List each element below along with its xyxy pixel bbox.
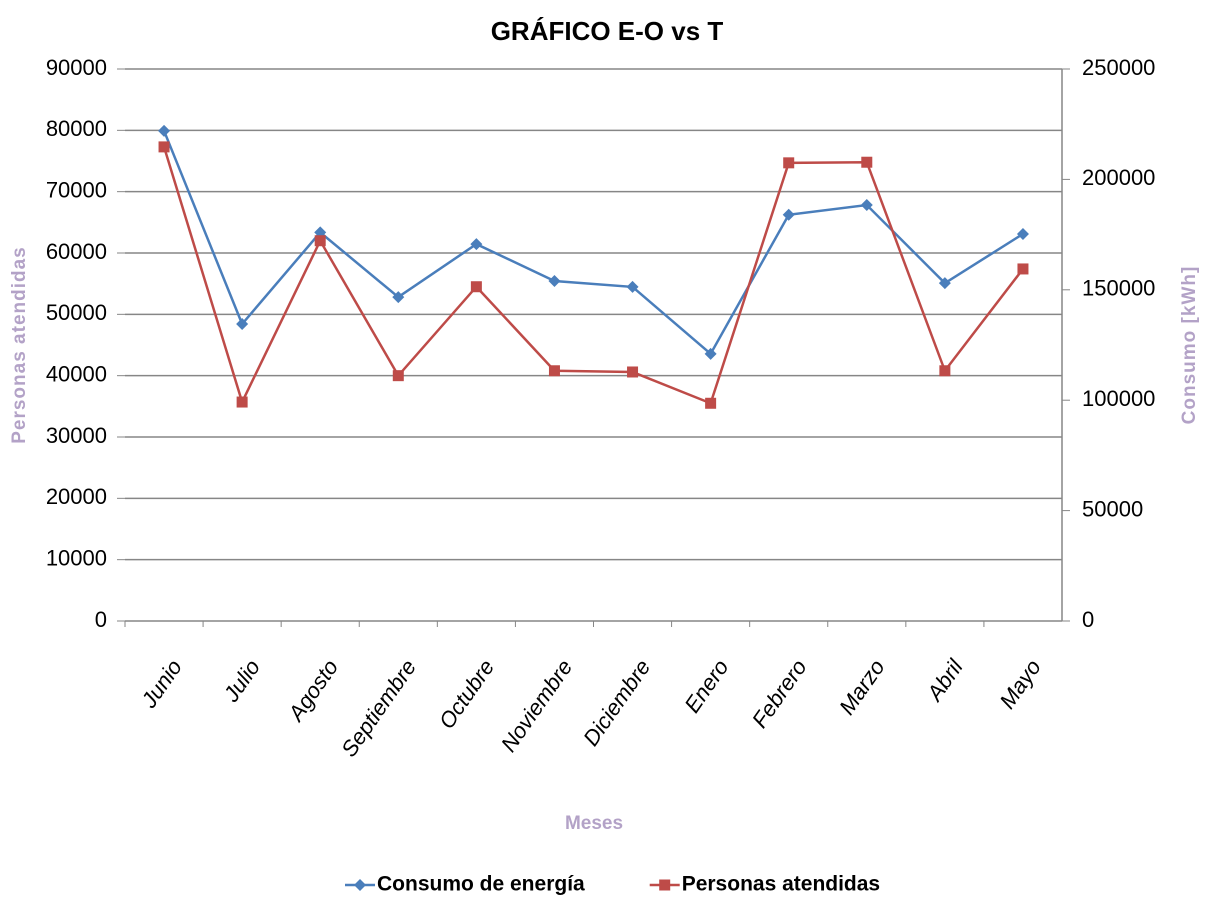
y2-axis-title: Consumo [kWh] [1179,266,1200,425]
legend-marker [354,879,366,891]
data-point [548,274,561,287]
x-tick-label: Mayo [994,655,1045,713]
y2-tick-label: 200000 [1082,165,1155,190]
data-point [705,397,717,409]
data-point [470,281,482,293]
data-point [236,396,248,408]
x-tick-label: Junio [136,655,187,713]
x-tick-label: Septiembre [336,655,421,762]
data-point [1017,263,1029,275]
legend-label: Consumo de energía [377,873,585,896]
y-tick-label: 40000 [46,361,107,386]
y-tick-label: 20000 [46,484,107,509]
chart-title: GRÁFICO E-O vs T [491,16,724,46]
data-point [782,208,795,221]
data-point [627,366,639,378]
x-tick-label: Julio [218,655,265,707]
series-line [162,146,1024,406]
x-tick-label: Agosto [282,655,343,727]
y-tick-label: 50000 [46,300,107,325]
data-point [392,370,404,382]
x-tick-label: Noviembre [496,655,577,756]
x-tick-label: Abril [921,654,969,707]
y-tick-label: 90000 [46,55,107,80]
y-axis-title: Personas atendidas [9,246,30,444]
y2-tick-label: 250000 [1082,55,1155,80]
x-tick-label: Marzo [834,655,890,719]
data-point [470,238,483,251]
data-point [939,365,951,377]
y-tick-label: 0 [95,607,107,632]
data-point [860,199,873,212]
data-point [236,318,249,331]
data-point [704,347,717,360]
x-tick-label: Enero [679,655,733,717]
y2-tick-label: 150000 [1082,276,1155,301]
legend-label: Personas atendidas [682,873,880,896]
y2-tick-label: 0 [1082,607,1094,632]
data-point [861,156,873,168]
x-tick-label: Febrero [747,655,812,732]
data-point [392,291,405,304]
data-point [938,277,951,290]
y-tick-label: 30000 [46,423,107,448]
y-tick-label: 60000 [46,239,107,264]
data-point [783,157,795,169]
series-line [162,130,1024,356]
y2-tick-label: 100000 [1082,386,1155,411]
y-tick-label: 10000 [46,545,107,570]
data-point [626,280,639,293]
data-point [1016,227,1029,240]
legend-marker [659,879,671,891]
data-point [158,141,170,153]
data-point [314,235,326,247]
y-tick-label: 80000 [46,116,107,141]
x-tick-label: Diciembre [578,655,655,750]
data-point [158,124,171,137]
y-tick-label: 70000 [46,177,107,202]
x-tick-label: Octubre [434,655,499,733]
x-axis-title: Meses [565,813,623,834]
y2-tick-label: 50000 [1082,496,1143,521]
data-point [548,365,560,377]
